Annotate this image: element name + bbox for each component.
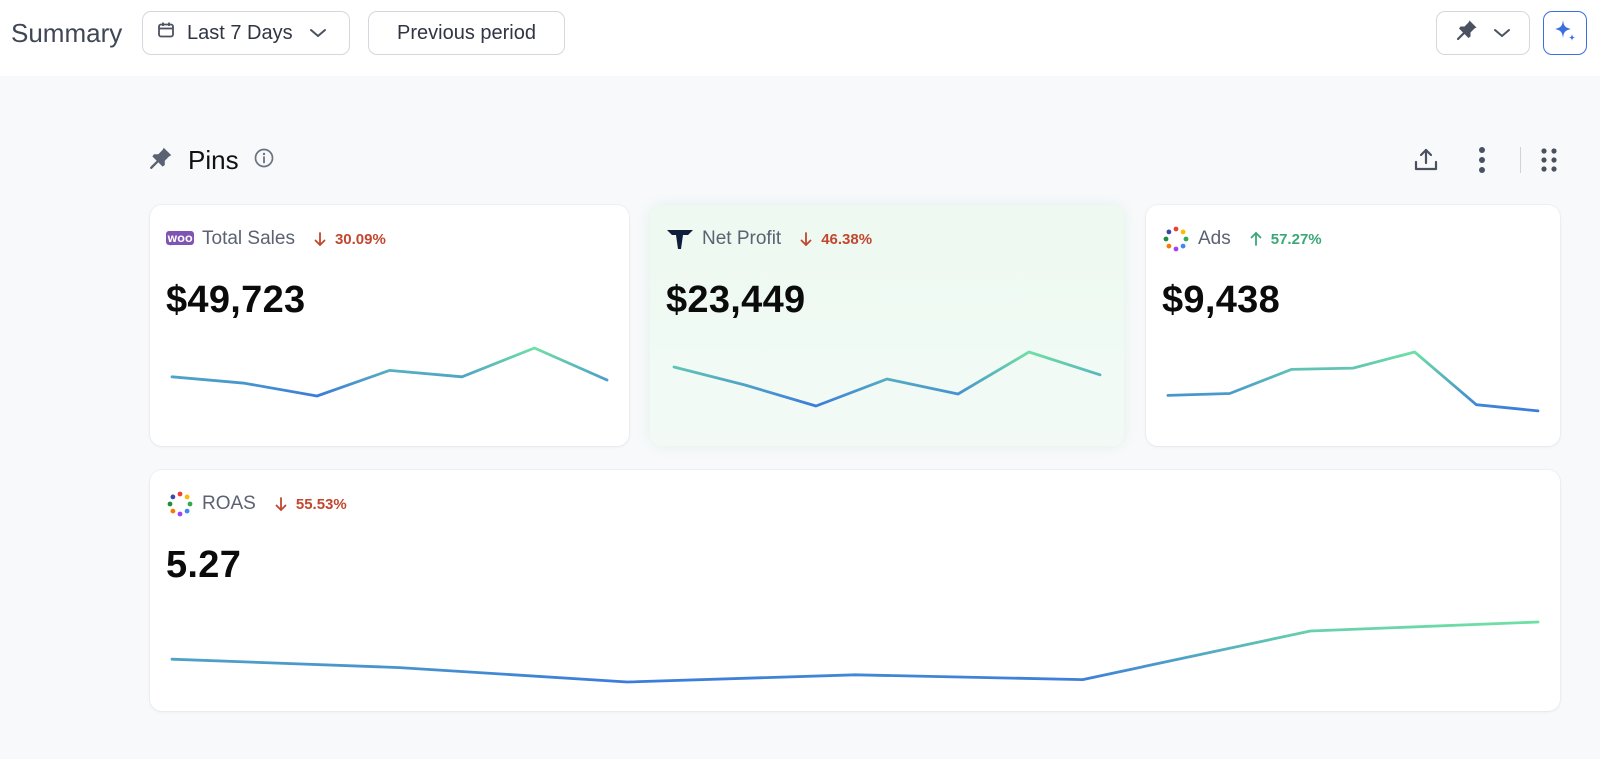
metric-sparkline (170, 346, 609, 398)
arrow-down-icon (313, 231, 335, 247)
date-range-label: Last 7 Days (187, 21, 293, 44)
calendar-icon (157, 21, 175, 45)
arrow-down-icon (799, 231, 821, 247)
more-options-icon[interactable] (1466, 146, 1498, 174)
metric-delta: 30.09% (313, 231, 386, 248)
metric-delta-value: 30.09% (334, 230, 386, 248)
sparkline-path (672, 350, 1102, 408)
metric-value: $23,449 (666, 279, 806, 321)
svg-text:WOO: WOO (167, 235, 193, 245)
metric-sparkline (1166, 350, 1540, 413)
metric-value: $9,438 (1162, 279, 1281, 321)
triple-whale-icon (666, 227, 694, 251)
metric-delta: 46.38% (799, 231, 872, 248)
pins-section-header: Pins (148, 144, 275, 176)
info-icon[interactable] (253, 147, 275, 174)
metric-delta-value: 55.53% (295, 495, 347, 513)
chevron-down-icon (1493, 22, 1511, 45)
metric-card-ads[interactable]: Ads 57.27% $9,438 (1146, 205, 1560, 446)
metric-label: ROAS (202, 493, 256, 514)
metric-card-roas[interactable]: ROAS 55.53% 5.27 (150, 470, 1560, 711)
metric-label: Total Sales (202, 228, 295, 249)
export-icon[interactable] (1410, 146, 1442, 174)
date-range-dropdown[interactable]: Last 7 Days (142, 11, 350, 55)
ads-dots-icon (166, 490, 194, 518)
metric-delta-value: 46.38% (821, 230, 873, 248)
metric-sparkline (672, 350, 1102, 408)
pin-icon (148, 145, 174, 176)
metric-label: Ads (1198, 228, 1231, 249)
arrow-down-icon (274, 496, 296, 512)
metric-delta-value: 57.27% (1270, 230, 1322, 248)
sparkline-path (170, 346, 609, 398)
section-title: Pins (188, 144, 239, 175)
ai-assistant-button[interactable] (1543, 11, 1587, 55)
metric-card-header: WOO Total Sales 30.09% (166, 225, 386, 253)
chevron-down-icon (309, 22, 327, 45)
metric-delta: 55.53% (274, 496, 347, 513)
section-actions (1410, 144, 1565, 176)
metric-card-header: Ads 57.27% (1162, 225, 1322, 253)
top-bar: Summary Last 7 Days Previous period (0, 0, 1600, 76)
arrow-up-icon (1249, 231, 1271, 247)
sparkle-icon (1551, 17, 1579, 50)
metric-card-total-sales[interactable]: WOO Total Sales 30.09% $49,723 (150, 205, 629, 446)
drag-handle-icon[interactable] (1533, 147, 1565, 173)
metric-card-net-profit[interactable]: Net Profit 46.38% $23,449 (650, 205, 1124, 446)
metric-delta: 57.27% (1249, 231, 1322, 248)
pin-icon (1455, 18, 1479, 48)
woocommerce-icon: WOO (166, 230, 194, 248)
metric-label: Net Profit (702, 228, 782, 249)
compare-period-button[interactable]: Previous period (368, 11, 565, 55)
metric-card-header: Net Profit 46.38% (666, 225, 872, 253)
metric-card-header: ROAS 55.53% (166, 490, 347, 518)
sparkline-path (170, 620, 1540, 684)
divider (1520, 147, 1521, 173)
sparkline-path (1166, 350, 1540, 413)
page-title: Summary (11, 18, 123, 48)
metric-sparkline (170, 620, 1540, 684)
metric-value: $49,723 (166, 279, 306, 321)
pin-dropdown-button[interactable] (1436, 11, 1530, 55)
ads-dots-icon (1162, 225, 1190, 253)
metric-value: 5.27 (166, 544, 242, 586)
